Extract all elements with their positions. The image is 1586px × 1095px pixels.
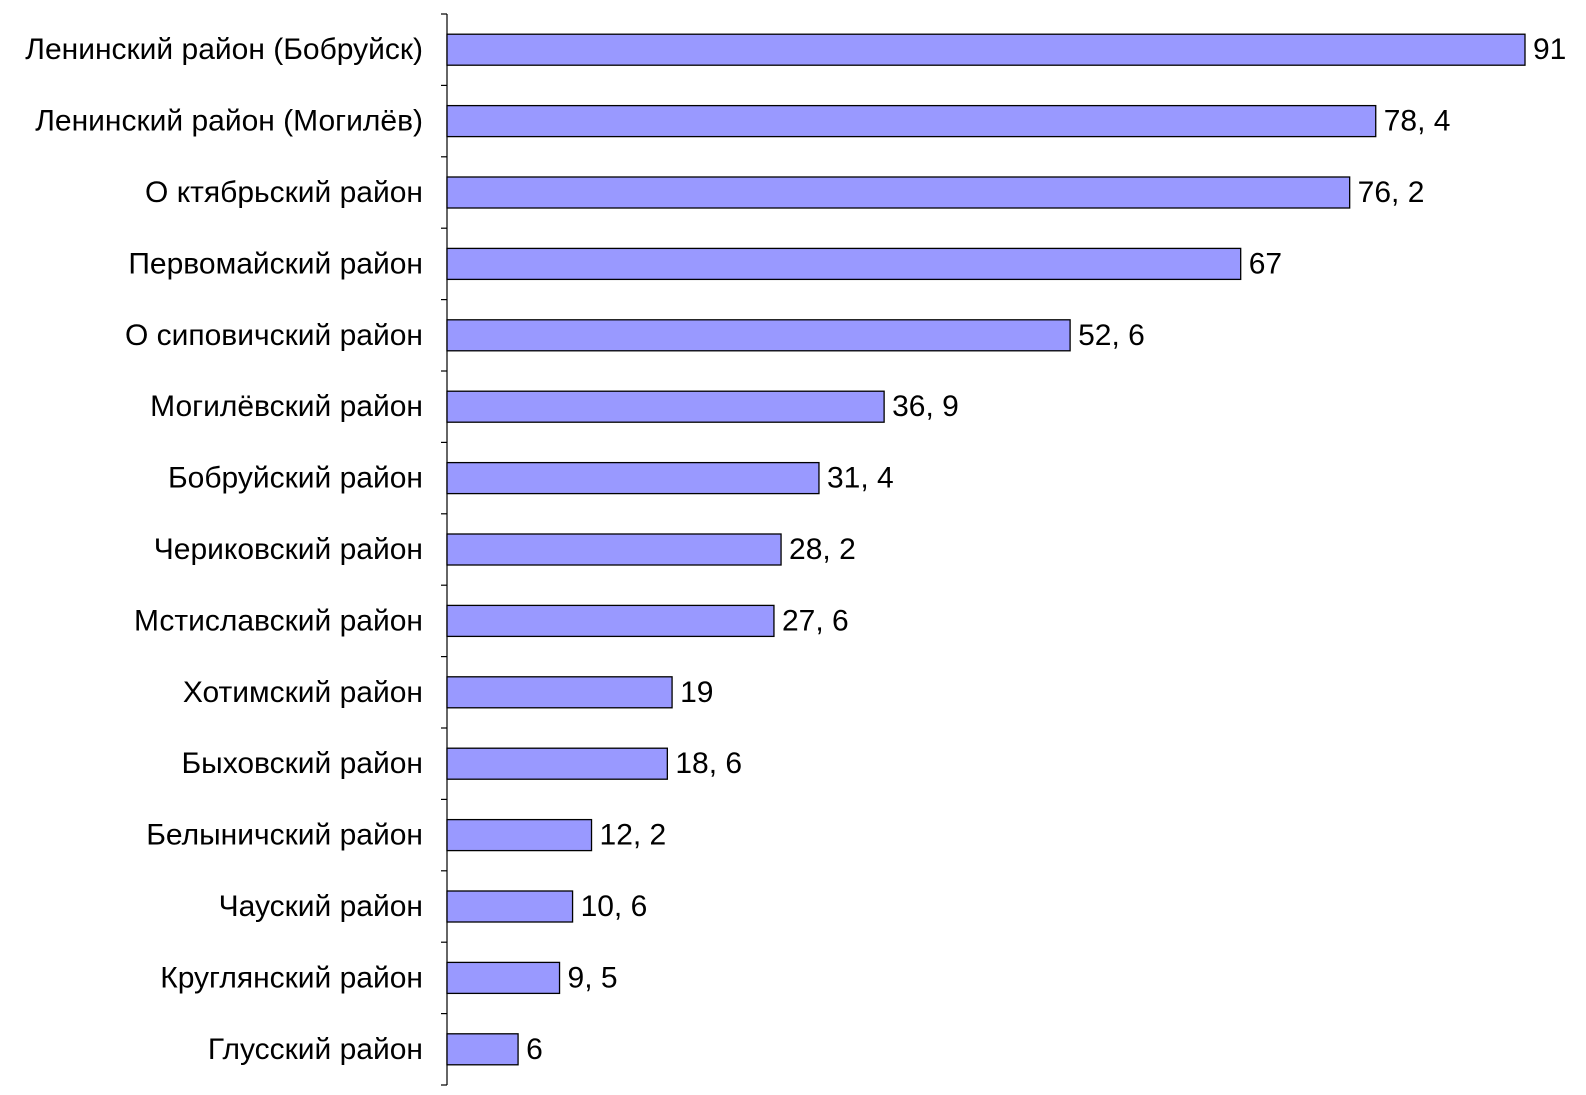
bar bbox=[446, 961, 561, 995]
bar bbox=[446, 533, 782, 566]
value-label: 18, 6 bbox=[675, 747, 742, 780]
bar bbox=[446, 604, 775, 638]
axis-layer bbox=[441, 13, 448, 1086]
bar bbox=[446, 33, 1526, 66]
bar bbox=[446, 1033, 519, 1066]
bar bbox=[446, 104, 1377, 138]
category-label: Круглянский район bbox=[160, 961, 423, 994]
value-label: 52, 6 bbox=[1078, 319, 1145, 352]
value-label: 28, 2 bbox=[789, 533, 856, 566]
category-label: Ленинский район (Могилёв) bbox=[35, 105, 423, 138]
bar bbox=[446, 818, 593, 852]
category-label: Быховский район bbox=[181, 747, 423, 780]
category-label: О ктябрьский район bbox=[145, 176, 423, 209]
bar bbox=[446, 747, 668, 780]
value-label: 9, 5 bbox=[568, 961, 618, 994]
value-label: 36, 9 bbox=[892, 390, 959, 423]
category-label: Ленинский район (Бобруйск) bbox=[25, 33, 423, 66]
category-label: Мстиславский район bbox=[134, 604, 423, 637]
category-label: Бобруйский район bbox=[168, 462, 423, 495]
value-label: 67 bbox=[1249, 247, 1282, 280]
category-label: Глусский район bbox=[208, 1033, 423, 1066]
category-label: Первомайский район bbox=[128, 247, 423, 280]
category-label: Хотимский район bbox=[183, 676, 423, 709]
category-label: Чериковский район bbox=[154, 533, 423, 566]
bar bbox=[446, 461, 820, 495]
value-label: 31, 4 bbox=[827, 462, 894, 495]
value-label: 19 bbox=[680, 676, 713, 709]
bars-layer bbox=[446, 33, 1526, 1066]
category-label: О сиповичский район bbox=[125, 319, 423, 352]
bar bbox=[446, 390, 885, 423]
category-label: Чауский район bbox=[219, 890, 423, 923]
value-label: 27, 6 bbox=[782, 604, 849, 637]
bar bbox=[446, 319, 1071, 352]
bar bbox=[446, 247, 1242, 281]
value-label: 10, 6 bbox=[581, 890, 648, 923]
category-label: Белыничский район bbox=[146, 819, 423, 852]
labels-layer: Ленинский район (Бобруйск) 91 Ленинский ра… bbox=[25, 33, 1566, 1066]
category-label: Могилёвский район bbox=[150, 390, 423, 423]
value-label: 78, 4 bbox=[1384, 105, 1451, 138]
bar bbox=[446, 176, 1351, 209]
value-label: 76, 2 bbox=[1358, 176, 1425, 209]
value-label: 91 bbox=[1533, 33, 1566, 66]
bar bbox=[446, 676, 673, 709]
bar bbox=[446, 890, 574, 923]
value-label: 12, 2 bbox=[600, 819, 667, 852]
value-label: 6 bbox=[526, 1033, 543, 1066]
